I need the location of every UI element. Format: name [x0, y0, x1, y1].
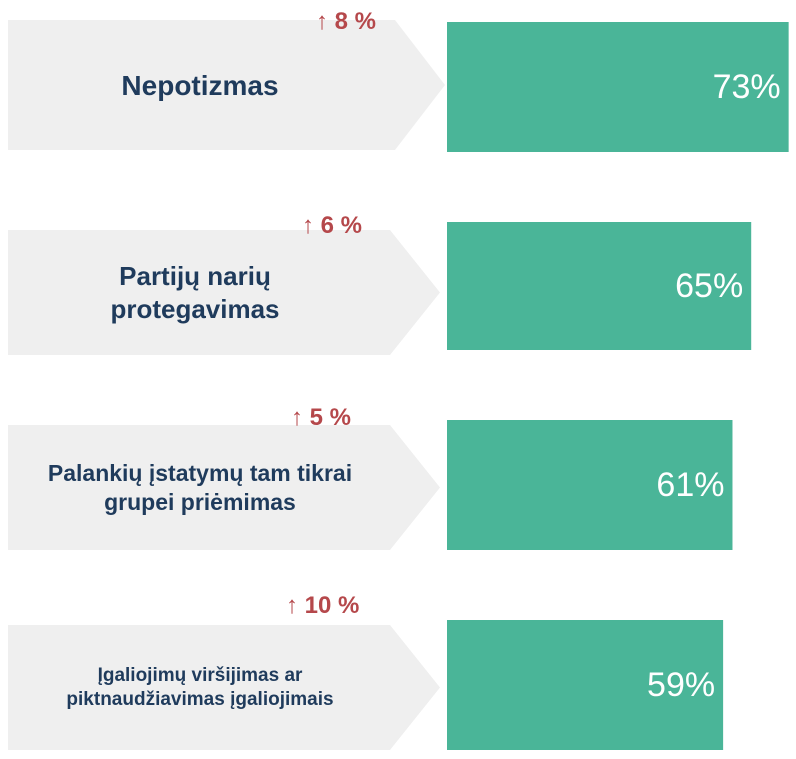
value-label: 65% — [675, 266, 744, 305]
category-label: Palankių įstatymų tam tikrai grupei priė… — [47, 459, 353, 515]
change-label: ↑ 5 % — [291, 404, 352, 431]
change-label: ↑ 6 % — [302, 212, 363, 239]
change-label: ↑ 8 % — [316, 8, 377, 35]
bar — [447, 22, 789, 152]
bar — [447, 222, 752, 350]
label-chevron — [8, 625, 440, 750]
change-label: ↑ 10 % — [286, 592, 360, 619]
label-chevron — [8, 230, 440, 355]
bar — [447, 620, 724, 750]
value-label: 59% — [647, 665, 716, 704]
label-chevron — [8, 425, 440, 550]
value-label: 61% — [656, 465, 725, 504]
category-label: Nepotizmas — [121, 69, 279, 101]
category-label: Partijų narių protegavimas — [110, 261, 280, 324]
value-label: 73% — [712, 67, 781, 106]
bar — [447, 420, 733, 550]
category-label: Įgaliojimų viršijimas ar piktnaudžiavima… — [66, 664, 334, 710]
label-chevron — [8, 20, 445, 150]
